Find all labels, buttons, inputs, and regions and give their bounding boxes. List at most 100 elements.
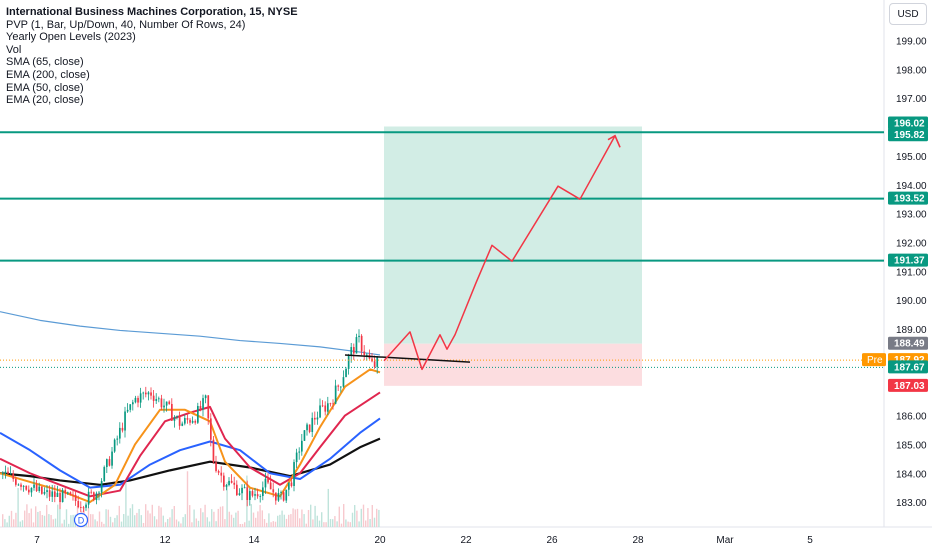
candle-body bbox=[204, 395, 207, 399]
volume-bar bbox=[50, 514, 52, 527]
volume-bar bbox=[202, 512, 204, 527]
volume-bar bbox=[41, 514, 43, 527]
axis-price-label: 191.37 bbox=[894, 256, 925, 267]
legend-ema20[interactable]: EMA (20, close) bbox=[6, 94, 84, 107]
symbol-title[interactable]: International Business Machines Corporat… bbox=[6, 6, 298, 18]
legend-ema200[interactable]: EMA (200, close) bbox=[6, 68, 90, 81]
candle-body bbox=[366, 354, 368, 356]
volume-bar bbox=[200, 508, 202, 527]
volume-bar bbox=[72, 514, 74, 527]
price-axis[interactable]: 183.00184.00185.00186.00187.00188.00189.… bbox=[862, 37, 928, 510]
volume-bar bbox=[237, 510, 239, 527]
volume-bar bbox=[156, 519, 158, 527]
long-position-zones[interactable] bbox=[384, 126, 642, 386]
candle-body bbox=[35, 484, 38, 492]
volume-bar bbox=[114, 517, 116, 527]
axis-price-label-bg bbox=[888, 191, 928, 205]
legend-pvp[interactable]: PVP (1, Bar, Up/Down, 40, Number Of Rows… bbox=[6, 18, 246, 31]
candle-body bbox=[129, 404, 132, 410]
volume-bar bbox=[279, 514, 281, 527]
candle-body bbox=[67, 492, 69, 494]
candle-body bbox=[2, 473, 4, 475]
candle-body bbox=[111, 451, 113, 466]
volume-bar bbox=[290, 514, 292, 527]
candle-body bbox=[72, 494, 74, 496]
candle-body bbox=[254, 494, 256, 496]
candle-body bbox=[69, 492, 72, 495]
volume-bar bbox=[206, 517, 208, 527]
volume-bar bbox=[169, 517, 171, 527]
volume-bar bbox=[217, 508, 219, 527]
legend-yearly-open[interactable]: Yearly Open Levels (2023) bbox=[6, 31, 136, 44]
volume-bar bbox=[145, 504, 147, 527]
volume-bar bbox=[98, 511, 101, 527]
volume-bar bbox=[345, 519, 347, 527]
axis-price-label-bg bbox=[888, 360, 928, 374]
candle-body bbox=[275, 492, 277, 501]
candle-body bbox=[87, 491, 90, 505]
volume-bar bbox=[186, 471, 189, 527]
volume-bar bbox=[160, 507, 162, 527]
candle-body bbox=[93, 492, 95, 501]
volume-bar bbox=[87, 507, 90, 527]
price-tick-label: 198.00 bbox=[896, 65, 927, 76]
candle-body bbox=[215, 462, 217, 472]
candle-body bbox=[64, 489, 67, 494]
volume-bar bbox=[356, 510, 358, 527]
time-tick-label: 20 bbox=[374, 535, 386, 546]
volume-bar bbox=[354, 505, 356, 527]
candle-body bbox=[282, 492, 285, 501]
stop-zone bbox=[384, 343, 642, 386]
legend-ema50[interactable]: EMA (50, close) bbox=[6, 81, 84, 94]
candle-body bbox=[163, 405, 165, 408]
candle-body bbox=[126, 409, 129, 412]
currency-button[interactable]: USD bbox=[889, 3, 927, 25]
volume-bar bbox=[285, 518, 288, 527]
volume-bar bbox=[301, 509, 303, 527]
candle-body bbox=[324, 405, 327, 412]
volume-bar bbox=[15, 512, 17, 527]
price-tick-label: 192.00 bbox=[896, 238, 927, 249]
volume-bar bbox=[92, 514, 94, 527]
dividend-marker-label: D bbox=[78, 516, 85, 526]
volume-bar bbox=[226, 482, 228, 527]
projection-arrowhead bbox=[607, 134, 621, 148]
candle-body bbox=[207, 395, 210, 419]
volume-bar bbox=[32, 522, 35, 527]
volume-bar bbox=[189, 505, 191, 527]
price-tick-label: 186.00 bbox=[896, 412, 927, 423]
volume-bar bbox=[195, 518, 197, 527]
price-tick-label: 183.00 bbox=[896, 498, 927, 509]
candle-body bbox=[233, 482, 236, 485]
candle-body bbox=[350, 347, 353, 356]
volume-bar bbox=[222, 506, 224, 527]
volume-bar bbox=[127, 515, 129, 527]
volume-bar bbox=[94, 519, 96, 527]
candle-body bbox=[308, 424, 311, 432]
volume-bar bbox=[235, 512, 237, 527]
candle-body bbox=[212, 439, 215, 463]
volume-bar bbox=[250, 504, 252, 527]
candle-body bbox=[95, 493, 98, 501]
legend-vol[interactable]: Vol bbox=[6, 43, 22, 56]
drawings[interactable]: D bbox=[73, 134, 621, 528]
volume-bar bbox=[303, 514, 305, 527]
volume-bar bbox=[182, 517, 184, 527]
candle-body bbox=[288, 482, 290, 490]
volume-bar bbox=[325, 522, 327, 527]
candle-body bbox=[116, 438, 119, 440]
candle-body bbox=[191, 420, 194, 423]
time-axis[interactable]: 7 12 14 20 22 26 28 Mar 5 bbox=[34, 535, 813, 546]
volume-bar bbox=[131, 504, 134, 527]
candle-body bbox=[54, 491, 56, 497]
time-tick-label: 7 bbox=[34, 535, 40, 546]
candle-body bbox=[59, 492, 61, 503]
candle-body bbox=[334, 385, 337, 404]
volume-bar bbox=[239, 523, 241, 527]
volume-bar bbox=[57, 504, 59, 527]
volume-bar bbox=[151, 504, 153, 527]
legend-sma65[interactable]: SMA (65, close) bbox=[6, 56, 84, 69]
volume-bar bbox=[270, 522, 272, 527]
candle-body bbox=[303, 430, 306, 441]
